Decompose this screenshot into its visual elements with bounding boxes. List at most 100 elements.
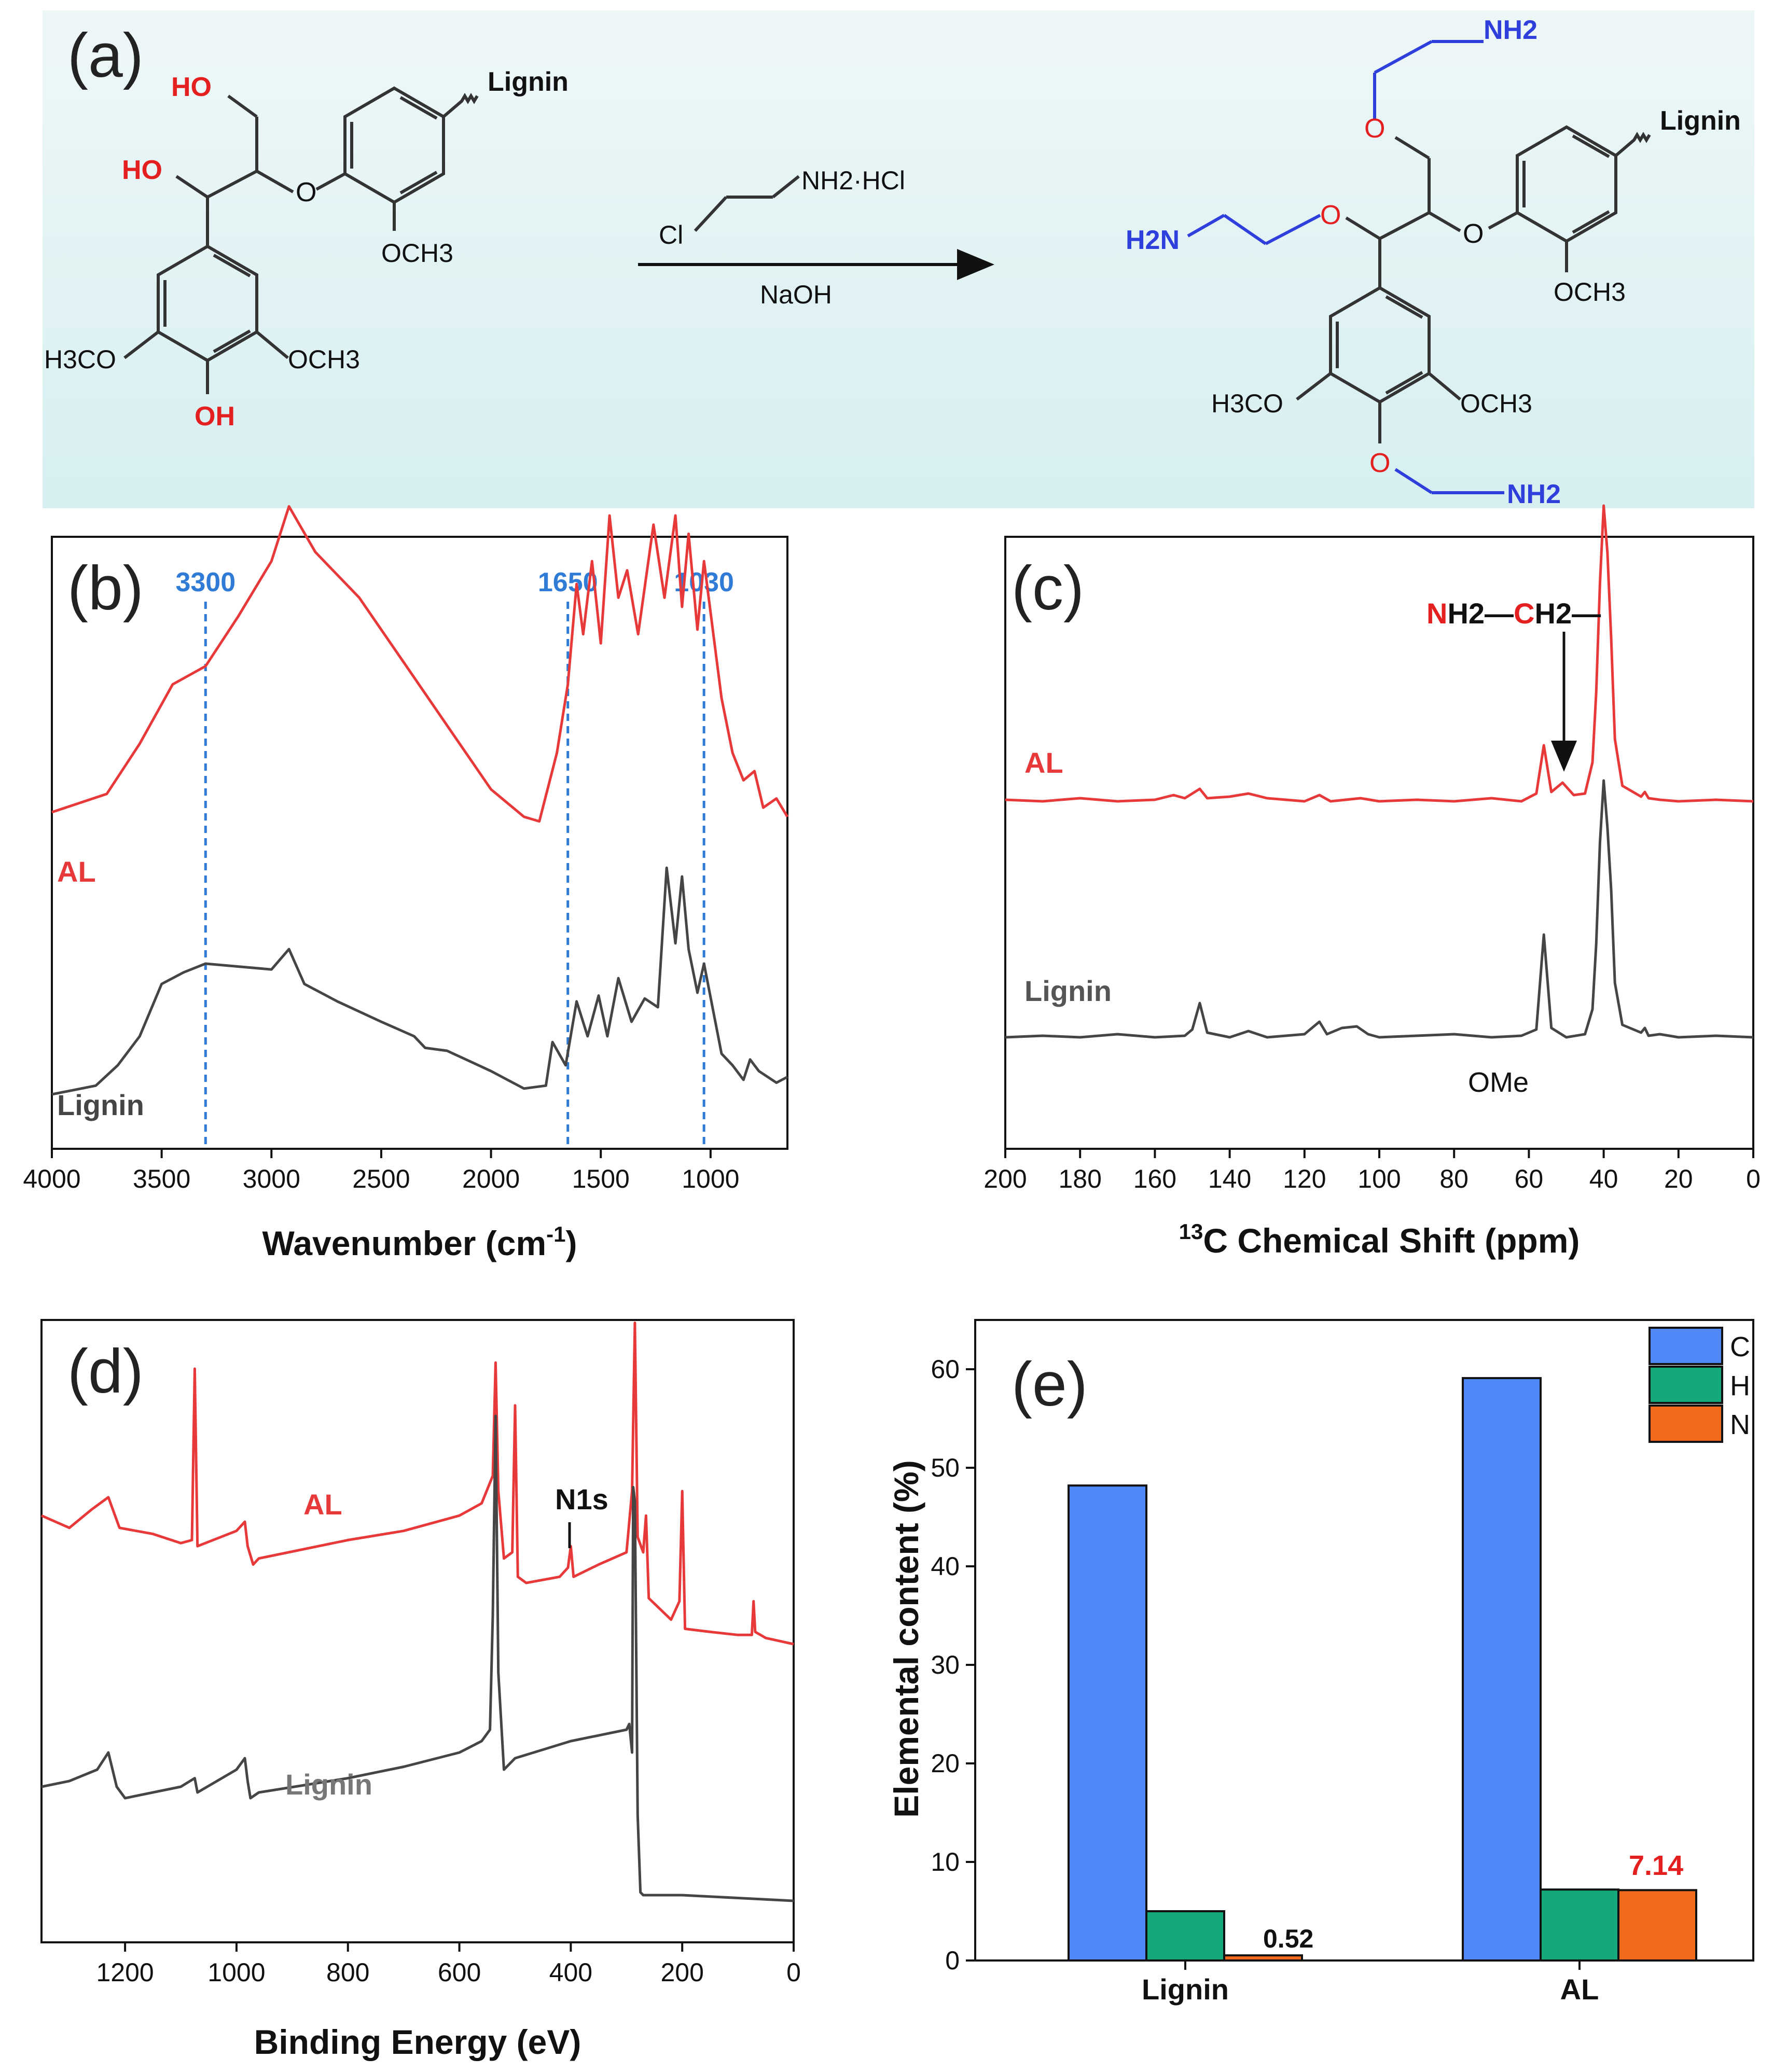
ether-o-amine-1: O xyxy=(1320,200,1341,230)
x-tick-label: 160 xyxy=(1133,1164,1176,1193)
e-n-lignin-label: 0.52 xyxy=(1263,1924,1313,1953)
panel-d-label: (d) xyxy=(67,1337,144,1406)
b-xaxis-title: Wavenumber (cm-1) xyxy=(262,1222,577,1262)
panel-d-frame xyxy=(40,1319,795,1943)
x-tick-label: 1500 xyxy=(572,1164,630,1193)
d-series-label-lignin: Lignin xyxy=(285,1768,372,1801)
panel-d: (d) AL Lignin N1s 1200 1000 800 600 400 200 0 … xyxy=(40,1319,801,2061)
legend-label-h: H xyxy=(1730,1370,1750,1401)
series-line-al xyxy=(1005,504,1754,803)
d-xaxis-title: Binding Energy (eV) xyxy=(254,2023,581,2061)
x-tick-label: 1000 xyxy=(682,1164,739,1193)
x-tick-label: 3000 xyxy=(243,1164,300,1193)
h3co-label-2: H3CO xyxy=(1211,389,1283,418)
bar-lignin-n xyxy=(1223,1954,1303,1962)
aminated-lignin-structure xyxy=(1296,125,1651,443)
ether-o-amine-3: O xyxy=(1369,448,1390,478)
lignin-structure xyxy=(123,86,479,394)
legend-swatch-c xyxy=(1649,1327,1723,1365)
x-category-label: AL xyxy=(1560,1973,1599,2006)
reagent-cl-label: Cl xyxy=(659,220,683,249)
reagent-amine-label: NH2·HCl xyxy=(801,166,905,195)
x-tick-label: 4000 xyxy=(23,1164,80,1193)
x-tick-label: 60 xyxy=(1515,1164,1544,1193)
bar-al-h xyxy=(1540,1888,1619,1962)
x-tick-label: 2000 xyxy=(462,1164,520,1193)
c-series-label-lignin: Lignin xyxy=(1024,975,1112,1007)
series-line-al xyxy=(40,1322,794,1646)
base-label: NaOH xyxy=(760,280,832,309)
y-tick-label: 0 xyxy=(945,1946,960,1975)
y-tick-label: 10 xyxy=(931,1847,960,1876)
x-tick-label: 120 xyxy=(1283,1164,1326,1193)
nh2-label-bottom: NH2 xyxy=(1507,479,1561,509)
och3-label-4: OCH3 xyxy=(1460,389,1532,418)
y-tick-label: 40 xyxy=(931,1552,960,1581)
bar-lignin-c xyxy=(1068,1484,1147,1962)
ether-o-label: O xyxy=(296,177,316,207)
panel-a-background xyxy=(43,10,1754,508)
x-tick-label: 400 xyxy=(549,1958,592,1987)
x-tick-label: 800 xyxy=(326,1958,369,1987)
y-tick-label: 30 xyxy=(931,1650,960,1679)
bar-lignin-h xyxy=(1145,1910,1225,1962)
d-series-label-al: AL xyxy=(303,1488,342,1521)
och3-label-2: OCH3 xyxy=(288,345,360,374)
panel-a-label: (a) xyxy=(67,21,144,90)
panel-c-label: (c) xyxy=(1012,553,1084,623)
marker-label-3300: 3300 xyxy=(175,567,236,597)
e-n-al-label: 7.14 xyxy=(1629,1850,1683,1881)
x-tick-label: 140 xyxy=(1208,1164,1251,1193)
d-n1s-label: N1s xyxy=(555,1483,608,1515)
x-tick-label: 600 xyxy=(438,1958,481,1987)
panel-e: (e) 0 10 20 30 40 50 60 Lignin AL CHN Elemental … xyxy=(887,1319,1754,2006)
c-annotation: NH2—CH2— xyxy=(1426,597,1601,630)
panel-c-frame xyxy=(1004,536,1754,1150)
panel-e-label: (e) xyxy=(1012,1350,1088,1419)
h2n-label-left: H2N xyxy=(1126,225,1180,255)
panel-c: (c) AL Lignin NH2—CH2— OMe 200 180 160 140 1… xyxy=(983,504,1761,1260)
x-tick-label: 1200 xyxy=(96,1958,154,1987)
legend-label-c: C xyxy=(1730,1331,1750,1362)
x-tick-label: 180 xyxy=(1058,1164,1101,1193)
x-tick-label: 200 xyxy=(660,1958,703,1987)
series-line-lignin xyxy=(1005,779,1754,1039)
x-tick-label: 200 xyxy=(983,1164,1027,1193)
amine-chains xyxy=(1187,40,1504,494)
x-tick-label: 100 xyxy=(1357,1164,1401,1193)
lignin-label-right: Lignin xyxy=(1660,106,1741,136)
x-tick-label: 20 xyxy=(1664,1164,1693,1193)
legend-swatch-n xyxy=(1649,1404,1723,1443)
x-tick-label: 3500 xyxy=(133,1164,190,1193)
ho-primary-label: HO xyxy=(171,72,212,102)
h3co-label-1: H3CO xyxy=(44,345,116,374)
series-line-lignin xyxy=(51,866,788,1096)
x-tick-label: 2500 xyxy=(352,1164,410,1193)
ho-secondary-label: HO xyxy=(122,155,162,185)
c-ome-label: OMe xyxy=(1468,1067,1529,1098)
och3-label-1: OCH3 xyxy=(381,239,453,268)
legend-swatch-h xyxy=(1649,1366,1723,1404)
e-yaxis-title: Elemental content (%) xyxy=(887,1460,925,1817)
series-line-al xyxy=(51,505,789,823)
panel-b: (b) 3300 1650 1030 AL Lignin 4000 3500 3000 2… xyxy=(23,505,789,1262)
x-category-label: Lignin xyxy=(1142,1973,1229,2006)
b-series-label-al: AL xyxy=(57,855,96,888)
x-tick-label: 40 xyxy=(1589,1164,1618,1193)
nh2-label-top: NH2 xyxy=(1484,15,1537,45)
x-tick-label: 0 xyxy=(1746,1164,1761,1193)
x-tick-label: 0 xyxy=(786,1958,801,1987)
lignin-label-left: Lignin xyxy=(488,67,569,97)
panel-a: (a) HO HO OH xyxy=(43,10,1754,509)
c-series-label-al: AL xyxy=(1024,746,1063,779)
panel-b-label: (b) xyxy=(67,553,144,623)
c-xaxis-title: 13C Chemical Shift (ppm) xyxy=(1179,1219,1580,1260)
x-tick-label: 1000 xyxy=(207,1958,265,1987)
y-tick-label: 20 xyxy=(931,1749,960,1778)
ether-o-right: O xyxy=(1463,219,1484,249)
y-tick-label: 60 xyxy=(931,1355,960,1384)
panel-b-frame xyxy=(51,536,788,1150)
legend-label-n: N xyxy=(1730,1409,1750,1440)
och3-label-3: OCH3 xyxy=(1554,277,1626,307)
